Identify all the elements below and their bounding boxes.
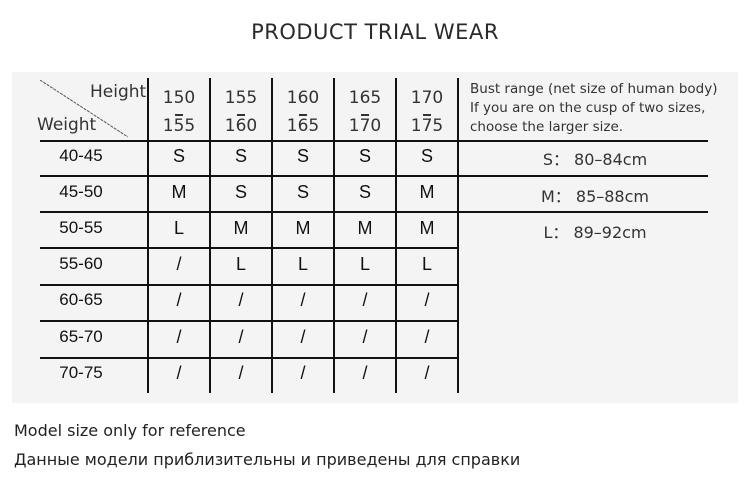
size-cell: /	[238, 327, 244, 347]
size-cell: L	[235, 254, 246, 274]
row-divider	[40, 320, 458, 322]
size-cell: /	[238, 290, 244, 310]
column-divider	[147, 78, 149, 393]
column-divider	[271, 78, 273, 393]
size-cell: M	[171, 182, 187, 202]
height-to: 155	[162, 116, 196, 136]
note-line: choose the larger size.	[470, 119, 624, 135]
column-divider	[395, 78, 397, 393]
size-cell: S	[296, 182, 309, 202]
weight-range-label: 55-60	[59, 254, 103, 273]
range-dash	[299, 114, 307, 116]
size-cell: /	[362, 290, 368, 310]
size-cell: /	[176, 290, 182, 310]
size-cell: /	[300, 363, 306, 383]
column-divider	[333, 78, 335, 393]
size-cell: /	[424, 327, 430, 347]
column-divider	[209, 78, 211, 393]
weight-range-label: 65-70	[59, 327, 103, 346]
size-chart-table: Height Weight Bust range (net size of hu…	[12, 72, 738, 403]
size-cell: L	[359, 254, 370, 274]
size-cell: S	[234, 182, 247, 202]
size-cell: M	[357, 218, 373, 238]
weight-axis-label: Weight	[37, 115, 97, 135]
size-cell: /	[300, 290, 306, 310]
note-line: Bust range (net size of human body)	[470, 81, 718, 97]
weight-range-label: 45-50	[59, 182, 103, 201]
size-cell: /	[238, 363, 244, 383]
page-title: PRODUCT TRIAL WEAR	[251, 20, 499, 44]
height-range-header: 155 160	[210, 84, 272, 140]
size-cell: /	[424, 363, 430, 383]
row-divider	[40, 247, 458, 249]
size-cell: M	[233, 218, 249, 238]
height-range-header: 150 155	[148, 84, 210, 140]
row-divider	[40, 140, 708, 142]
height-range-header: 165 170	[334, 84, 396, 140]
size-cell: /	[176, 327, 182, 347]
range-dash	[361, 114, 369, 116]
height-to: 165	[286, 116, 320, 136]
size-cell: M	[419, 218, 435, 238]
weight-range-label: 60-65	[59, 290, 103, 309]
row-divider	[40, 211, 708, 213]
size-cell: S	[172, 146, 185, 166]
size-cell: M	[419, 182, 435, 202]
range-dash	[237, 114, 245, 116]
size-cell: S	[234, 146, 247, 166]
height-from: 150	[162, 88, 196, 108]
height-from: 160	[286, 88, 320, 108]
size-cell: L	[297, 254, 308, 274]
size-cell: S	[296, 146, 309, 166]
weight-range-label: 50-55	[59, 218, 103, 237]
height-axis-label: Height	[90, 82, 147, 102]
size-cell: L	[421, 254, 432, 274]
row-divider	[40, 284, 458, 286]
height-to: 160	[224, 116, 258, 136]
size-cell: /	[176, 254, 182, 274]
size-cell: M	[295, 218, 311, 238]
note-line: If you are on the cusp of two sizes,	[470, 100, 706, 116]
range-dash	[423, 114, 431, 116]
size-cell: /	[424, 290, 430, 310]
row-divider	[40, 357, 458, 359]
bust-range-s: S： 80–84cm	[542, 150, 648, 169]
height-from: 165	[348, 88, 382, 108]
row-divider	[40, 175, 708, 177]
height-from: 155	[224, 88, 258, 108]
height-range-header: 170 175	[396, 84, 458, 140]
size-cell: /	[362, 363, 368, 383]
height-range-header: 160 165	[272, 84, 334, 140]
weight-range-label: 40-45	[59, 146, 103, 165]
size-cell: S	[358, 146, 371, 166]
bust-range-m: M： 85–88cm	[541, 187, 649, 206]
size-cell: /	[176, 363, 182, 383]
bust-range-note: Bust range (net size of human body) If y…	[470, 80, 718, 137]
size-cell: /	[362, 327, 368, 347]
height-to: 175	[410, 116, 444, 136]
weight-range-label: 70-75	[59, 363, 103, 382]
height-from: 170	[410, 88, 444, 108]
footer-note-russian: Данные модели приблизительны и приведены…	[14, 450, 521, 469]
height-to: 170	[348, 116, 382, 136]
range-dash	[175, 114, 183, 116]
size-cell: /	[300, 327, 306, 347]
size-cell: S	[420, 146, 433, 166]
footer-note-english: Model size only for reference	[14, 421, 246, 440]
size-cell: L	[173, 218, 184, 238]
column-divider	[457, 78, 459, 393]
bust-range-l: L： 89–92cm	[543, 223, 647, 242]
corner-diagonal-divider	[40, 80, 129, 138]
size-cell: S	[358, 182, 371, 202]
